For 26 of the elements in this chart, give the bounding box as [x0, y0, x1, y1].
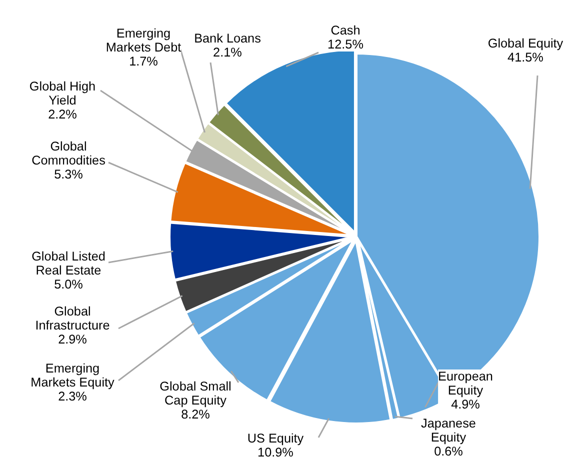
data-label: 1.7% — [129, 54, 158, 68]
data-label: 5.3% — [54, 168, 83, 182]
slice-label: Global Commodities — [32, 140, 106, 168]
data-label: 2.2% — [48, 108, 77, 122]
data-label: 4.9% — [451, 398, 480, 412]
slice-label: Japanese Equity — [421, 416, 476, 444]
data-label: 2.3% — [58, 390, 87, 404]
slice-label: US Equity — [247, 432, 304, 446]
slice-label: Global Small Cap Equity — [160, 380, 232, 408]
slice-label: European Equity — [438, 370, 493, 398]
slice-label: Global Equity — [488, 36, 564, 50]
slice-label: Cash — [330, 24, 360, 38]
slice-label: Global High Yield — [29, 80, 96, 108]
data-label: 12.5% — [328, 38, 364, 52]
slice-label: Bank Loans — [194, 32, 261, 46]
data-label: 0.6% — [434, 444, 463, 458]
slice-label: Global Infrastructure — [35, 304, 110, 332]
data-label: 41.5% — [508, 50, 544, 64]
data-label: 2.1% — [213, 46, 242, 60]
data-label: 5.0% — [54, 278, 83, 292]
slice-label: Emerging Markets Debt — [106, 26, 182, 54]
slice-label: Global Listed Real Estate — [32, 250, 106, 278]
data-label: 8.2% — [181, 408, 210, 422]
data-label: 10.9% — [258, 446, 294, 460]
slice-label: Emerging Markets Equity — [30, 362, 116, 390]
data-label: 2.9% — [58, 332, 87, 346]
